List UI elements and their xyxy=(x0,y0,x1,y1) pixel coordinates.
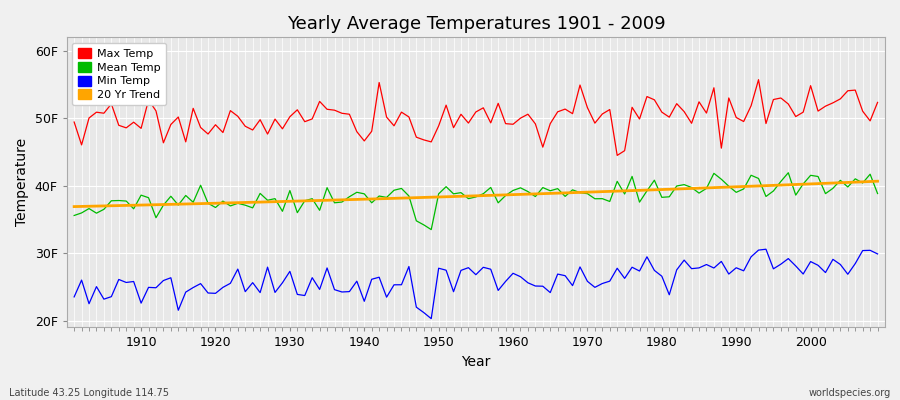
Title: Yearly Average Temperatures 1901 - 2009: Yearly Average Temperatures 1901 - 2009 xyxy=(286,15,665,33)
Text: worldspecies.org: worldspecies.org xyxy=(809,388,891,398)
X-axis label: Year: Year xyxy=(461,355,491,369)
Y-axis label: Temperature: Temperature xyxy=(15,138,29,226)
Legend: Max Temp, Mean Temp, Min Temp, 20 Yr Trend: Max Temp, Mean Temp, Min Temp, 20 Yr Tre… xyxy=(72,43,166,106)
Text: Latitude 43.25 Longitude 114.75: Latitude 43.25 Longitude 114.75 xyxy=(9,388,169,398)
